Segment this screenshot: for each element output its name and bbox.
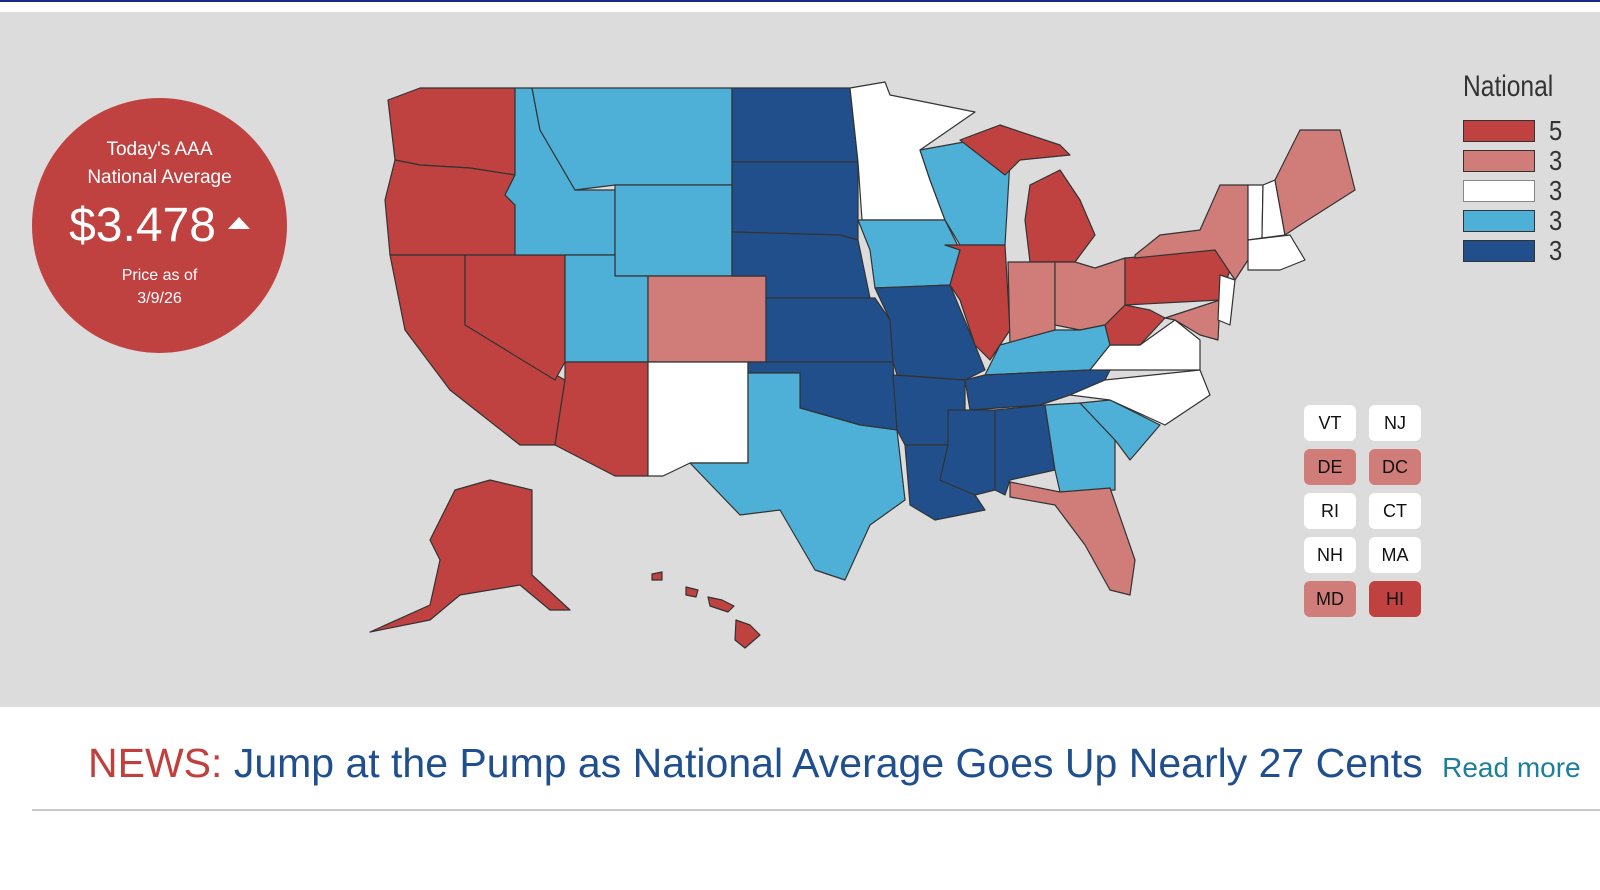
state-shape[interactable] xyxy=(685,586,699,598)
state-shape[interactable] xyxy=(1247,234,1306,271)
state-shape[interactable] xyxy=(959,124,1071,176)
legend-label: 3 xyxy=(1549,175,1563,206)
state-button-nh[interactable]: NH xyxy=(1304,537,1356,573)
map-section: Today's AAA National Average $3.478 Pric… xyxy=(0,12,1600,707)
state-shape[interactable] xyxy=(1247,184,1264,241)
legend-label: 5 xyxy=(1549,115,1563,146)
state-tx[interactable] xyxy=(689,372,906,581)
badge-title-line1: Today's AAA xyxy=(106,139,213,160)
state-shape[interactable] xyxy=(1274,129,1356,236)
state-shape[interactable] xyxy=(731,87,859,163)
state-sc[interactable] xyxy=(1079,399,1161,461)
legend-item: 5 xyxy=(1463,115,1600,146)
state-ak[interactable] xyxy=(369,479,571,633)
state-button-vt[interactable]: VT xyxy=(1304,405,1356,441)
state-shape[interactable] xyxy=(994,404,1056,496)
news-headline-link[interactable]: Jump at the Pump as National Average Goe… xyxy=(233,740,1423,786)
state-fl[interactable] xyxy=(1009,481,1136,596)
state-md[interactable] xyxy=(1164,299,1221,341)
state-shape[interactable] xyxy=(369,479,571,633)
state-shape[interactable] xyxy=(614,184,733,277)
state-shape[interactable] xyxy=(944,244,1011,361)
state-hi[interactable] xyxy=(651,571,761,649)
state-sd[interactable] xyxy=(731,161,859,241)
legend-swatch xyxy=(1463,210,1535,232)
state-az[interactable] xyxy=(554,361,649,477)
legend-label: 3 xyxy=(1549,145,1563,176)
state-button-dc[interactable]: DC xyxy=(1369,449,1421,485)
state-button-hi[interactable]: HI xyxy=(1369,581,1421,617)
badge-title-line2: National Average xyxy=(87,167,232,188)
state-button-ct[interactable]: CT xyxy=(1369,493,1421,529)
state-shape[interactable] xyxy=(647,275,767,363)
arrow-up-icon xyxy=(227,217,250,230)
legend-label: 3 xyxy=(1549,205,1563,236)
legend-label: 3 xyxy=(1549,235,1563,266)
national-average-badge: Today's AAA National Average $3.478 Pric… xyxy=(32,98,287,353)
legend-swatch xyxy=(1463,150,1535,172)
state-nj[interactable] xyxy=(1217,274,1236,326)
state-al[interactable] xyxy=(994,404,1056,496)
legend-item: 3 xyxy=(1463,235,1600,266)
state-button-nj[interactable]: NJ xyxy=(1369,405,1421,441)
news-label: NEWS: xyxy=(88,740,223,786)
state-shape[interactable] xyxy=(647,361,749,477)
state-button-ri[interactable]: RI xyxy=(1304,493,1356,529)
state-shape[interactable] xyxy=(731,161,859,241)
legend-item: 3 xyxy=(1463,205,1600,236)
state-nm[interactable] xyxy=(647,361,749,477)
state-or[interactable] xyxy=(384,159,516,256)
state-il[interactable] xyxy=(944,244,1011,361)
state-shape[interactable] xyxy=(1164,299,1221,341)
state-ia[interactable] xyxy=(857,219,961,289)
state-shape[interactable] xyxy=(554,361,649,477)
legend-item: 3 xyxy=(1463,175,1600,206)
state-shape[interactable] xyxy=(1079,399,1161,461)
state-co[interactable] xyxy=(647,275,767,363)
small-state-buttons: VT NJ DE DC RI CT NH MA MD HI xyxy=(1304,405,1421,617)
state-shape[interactable] xyxy=(1124,249,1231,306)
state-shape[interactable] xyxy=(651,571,663,581)
state-shape[interactable] xyxy=(734,619,761,649)
top-border xyxy=(0,0,1600,2)
state-shape[interactable] xyxy=(707,596,735,613)
state-pa[interactable] xyxy=(1124,249,1231,306)
state-button-md[interactable]: MD xyxy=(1304,581,1356,617)
state-mi[interactable] xyxy=(959,124,1096,263)
price-date-label: Price as of xyxy=(121,267,198,284)
state-nc[interactable] xyxy=(1069,369,1211,426)
state-wy[interactable] xyxy=(614,184,733,277)
state-shape[interactable] xyxy=(689,372,906,581)
legend-title: National xyxy=(1463,70,1554,103)
state-shape[interactable] xyxy=(1024,169,1096,263)
legend-swatch xyxy=(1463,120,1535,142)
state-nd[interactable] xyxy=(731,87,859,163)
legend-swatch xyxy=(1463,240,1535,262)
state-shape[interactable] xyxy=(1217,274,1236,326)
state-shape[interactable] xyxy=(765,297,894,363)
us-map xyxy=(369,81,1356,649)
news-banner: NEWS: Jump at the Pump as National Avera… xyxy=(88,740,1581,787)
price-date: 3/9/26 xyxy=(137,290,182,307)
state-shape[interactable] xyxy=(939,409,996,496)
legend-swatch xyxy=(1463,180,1535,202)
read-more-link[interactable]: Read more xyxy=(1442,752,1581,783)
divider xyxy=(32,809,1600,811)
national-average-price: $3.478 xyxy=(69,199,216,252)
state-button-de[interactable]: DE xyxy=(1304,449,1356,485)
state-me[interactable] xyxy=(1274,129,1356,236)
state-ks[interactable] xyxy=(765,297,894,363)
state-ms[interactable] xyxy=(939,409,996,496)
state-shape[interactable] xyxy=(857,219,961,289)
state-shape[interactable] xyxy=(1009,481,1136,596)
state-button-ma[interactable]: MA xyxy=(1369,537,1421,573)
state-shape[interactable] xyxy=(384,159,516,256)
state-shape[interactable] xyxy=(1069,369,1211,426)
state-ma[interactable] xyxy=(1247,234,1306,271)
state-vt[interactable] xyxy=(1247,184,1264,241)
legend-item: 3 xyxy=(1463,145,1600,176)
